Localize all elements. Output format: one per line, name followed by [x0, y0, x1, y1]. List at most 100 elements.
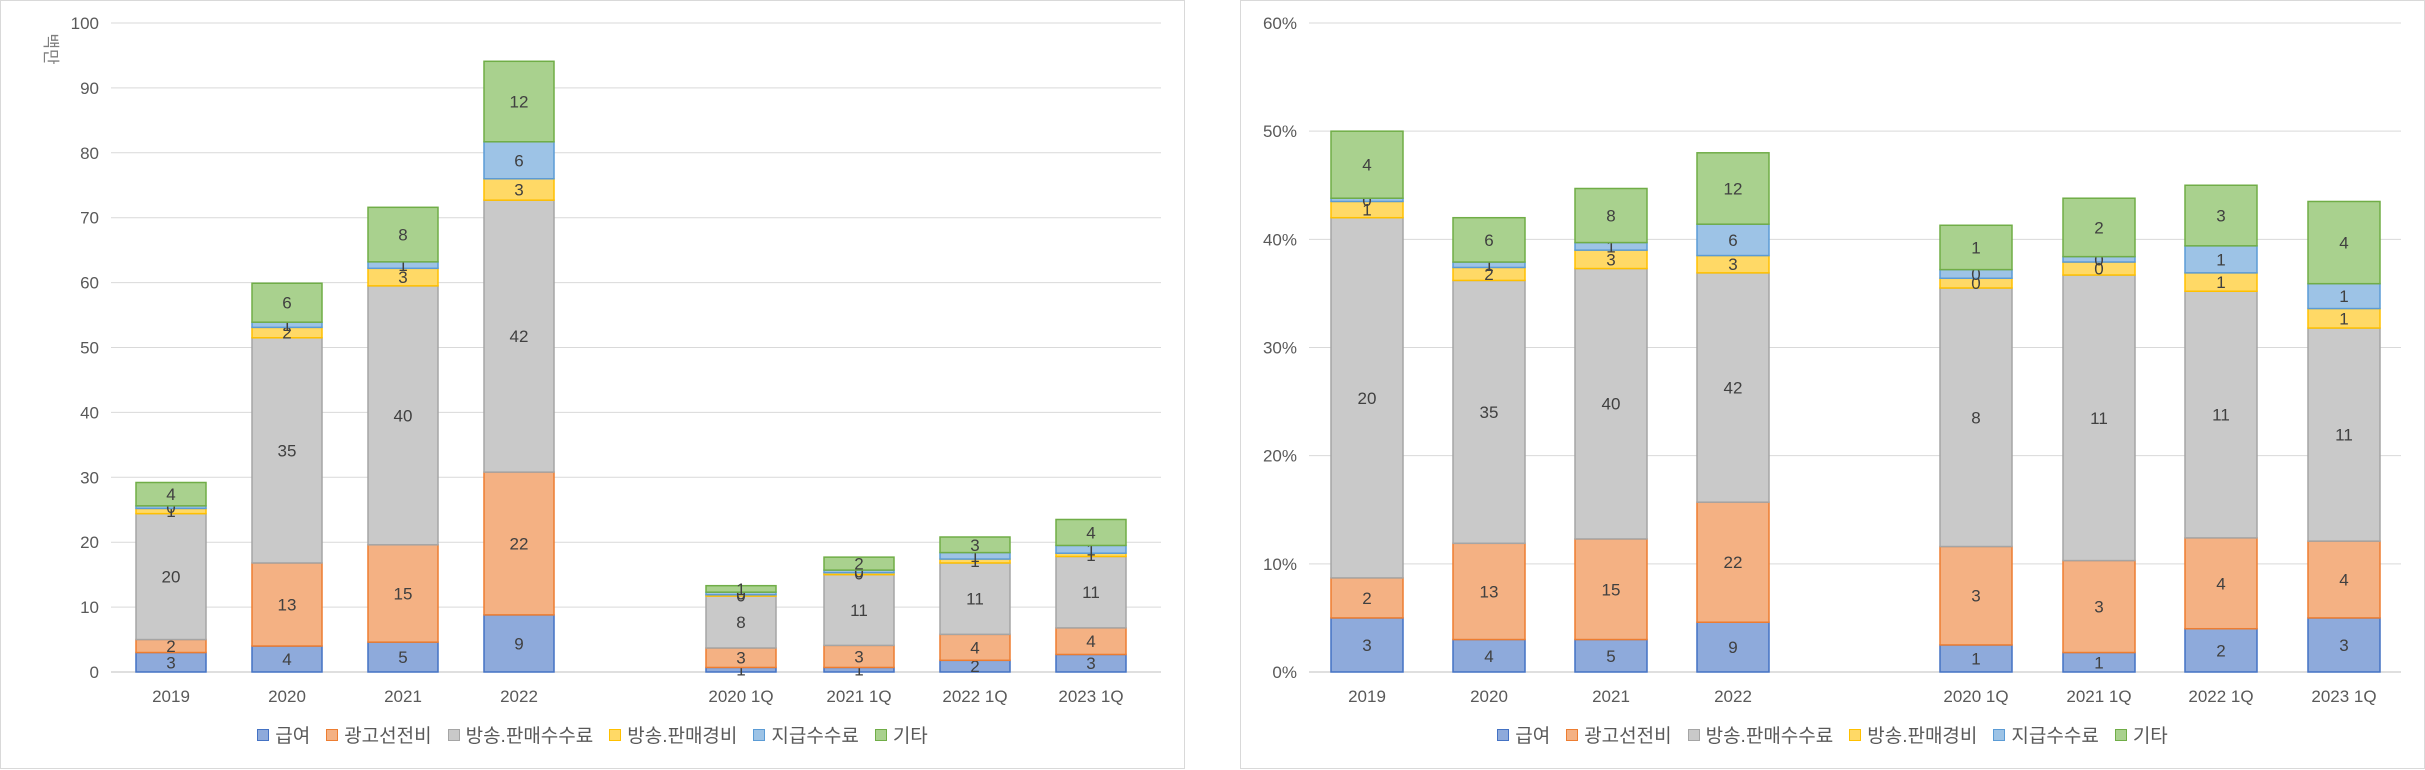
y-tick-label: 90	[80, 79, 99, 98]
data-label: 4	[282, 650, 291, 669]
data-label: 3	[736, 649, 745, 668]
data-label: 3	[970, 536, 979, 555]
bar-segment-2022-5	[483, 60, 555, 143]
legend-label: 광고선전비	[1584, 726, 1672, 747]
data-label: 20	[162, 568, 181, 587]
data-label: 8	[736, 613, 745, 632]
legend-label: 방송.판매경비	[1867, 726, 1978, 747]
bar-segment-2020-1q-0	[1939, 644, 2013, 673]
data-label: 12	[1724, 179, 1743, 198]
data-label: 6	[1484, 231, 1493, 250]
data-label: 3	[2339, 636, 2348, 655]
bar-segment-2022-4	[1696, 223, 1770, 257]
bar-segment-2020-0	[1452, 638, 1526, 673]
y-tick-label: 10%	[1263, 555, 1297, 574]
bar-segment-2020-1q-5	[705, 584, 777, 593]
data-label: 3	[1971, 587, 1980, 606]
data-label: 1	[1606, 237, 1615, 256]
bar-segment-2021-2	[1574, 267, 1648, 540]
bar-segment-2021-1q-5	[823, 556, 895, 571]
bar-segment-2022-2	[483, 199, 555, 473]
bar-segment-2019-1	[1330, 577, 1404, 619]
y-tick-label: 20	[80, 533, 99, 552]
data-label: 40	[1602, 395, 1621, 414]
bar-segment-2022-1	[1696, 501, 1770, 623]
data-label: 0	[1362, 191, 1371, 210]
data-label: 5	[1606, 647, 1615, 666]
data-label: 8	[1971, 408, 1980, 427]
data-label: 1	[2216, 250, 2225, 269]
y-tick-label: 100	[71, 14, 99, 33]
bar-segment-2022-1q-2	[939, 562, 1011, 636]
legend-label: 급여	[275, 726, 311, 747]
data-label: 11	[966, 590, 984, 609]
y-tick-label: 50	[80, 339, 99, 358]
data-label: 4	[2339, 571, 2348, 590]
bar-segment-2020-5	[251, 282, 323, 323]
data-label: 1	[1484, 256, 1493, 275]
data-label: 4	[970, 638, 979, 657]
bar-segment-2019-2	[135, 512, 207, 641]
legend-label: 지급수수료	[2011, 726, 2099, 747]
chart-panel-left: 0 10 20 30 40 50 60 70 80 90 100 백만 2019 2020 2021 2022…	[0, 0, 1185, 769]
legend-label: 기타	[2132, 726, 2168, 747]
data-label: 2	[854, 555, 863, 574]
legend-item: 방송.판매수수료	[1687, 721, 1833, 748]
bar-segment-2020-2	[1452, 279, 1526, 545]
data-label: 8	[398, 226, 407, 245]
bar-segment-2021-5	[1574, 187, 1648, 244]
data-label: 0	[166, 498, 175, 517]
data-label: 35	[1480, 403, 1499, 422]
bar-segment-2022-1q-0	[2184, 627, 2258, 673]
bar-segment-2022-1q-5	[939, 536, 1011, 554]
y-tick-label: 60%	[1263, 14, 1297, 33]
data-label: 4	[1362, 156, 1371, 175]
data-label: 4	[1484, 647, 1493, 666]
data-label: 1	[166, 502, 175, 521]
bar-segment-2019-5	[135, 481, 207, 507]
chart-panel-right: 0% 10% 20% 30% 40% 50% 60% 2019 2020 2021 2022 2020…	[1240, 0, 2425, 769]
x-tick-label: 2020	[268, 687, 306, 706]
bar-segment-2020-2	[251, 337, 323, 564]
data-label: 4	[2339, 234, 2348, 253]
data-label: 2	[2094, 218, 2103, 237]
data-label: 1	[1086, 540, 1095, 559]
legend-swatch	[2114, 728, 2127, 741]
legend-swatch	[609, 728, 622, 741]
data-label: 1	[2216, 273, 2225, 292]
data-label: 2	[1362, 589, 1371, 608]
legend-swatch	[1993, 728, 2006, 741]
bar-segment-2022-0	[1696, 621, 1770, 673]
data-label: 3	[2094, 598, 2103, 617]
data-label: 2	[282, 324, 291, 343]
x-tick-label: 2021	[1592, 687, 1630, 706]
data-label: 6	[1728, 231, 1737, 250]
data-label: 3	[1362, 636, 1371, 655]
data-label: 1	[970, 552, 979, 571]
data-label: 42	[1724, 379, 1743, 398]
bar-segment-2020-1q-1	[1939, 545, 2013, 646]
x-tick-label: 2021 1Q	[2066, 687, 2131, 706]
bar-segment-2023-1q-5	[2307, 200, 2381, 285]
data-label: 15	[394, 584, 413, 603]
data-label: 9	[1728, 638, 1737, 657]
legend-swatch	[1497, 728, 1510, 741]
x-tick-label: 2022	[500, 687, 538, 706]
data-label: 0	[736, 584, 745, 603]
bar-segment-2020-1q-5	[1939, 224, 2013, 271]
bar-segment-2021-1q-2	[823, 573, 895, 647]
data-label: 42	[510, 327, 529, 346]
chart-right-svg: 0%10%20%30%40%50%60%2019 2020 2021 2022 2020…	[1263, 14, 2401, 706]
y-tick-label: 60	[80, 274, 99, 293]
bar-segment-2022-1q-5	[2184, 184, 2258, 247]
bar-segment-2021-5	[367, 206, 439, 263]
data-label: 1	[736, 661, 745, 680]
legend-item: 지급수수료	[753, 721, 859, 748]
data-label: 0	[1971, 274, 1980, 293]
x-tick-label: 2019	[152, 687, 190, 706]
data-label: 11	[2212, 406, 2230, 425]
data-label: 4	[1086, 523, 1095, 542]
bar-segment-2023-1q-1	[2307, 540, 2381, 619]
y-tick-label: 30%	[1263, 339, 1297, 358]
bar-segment-2022-1	[483, 471, 555, 616]
